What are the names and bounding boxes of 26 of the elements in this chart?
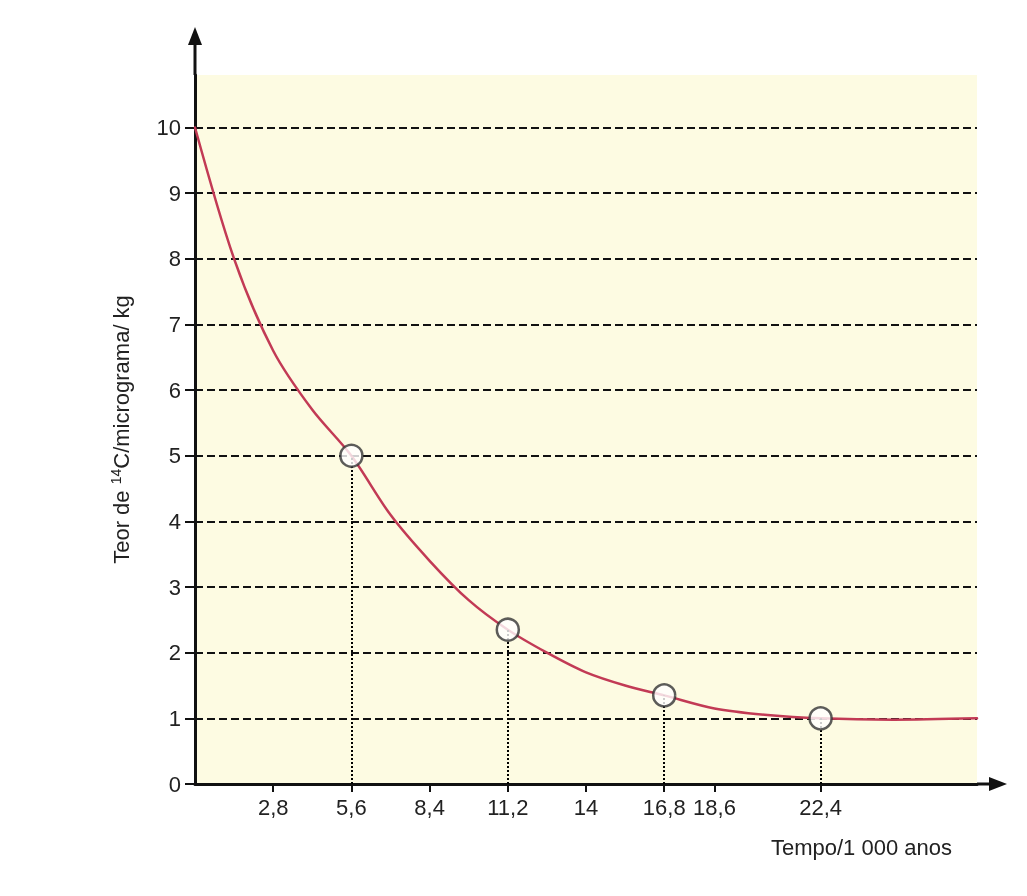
y-tick-label: 10 xyxy=(156,115,181,141)
point xyxy=(808,706,833,731)
point xyxy=(651,683,677,708)
y-tick-label: 9 xyxy=(168,180,181,206)
x-tick-label: 2,8 xyxy=(257,794,289,820)
x-tick-label: 8,4 xyxy=(414,794,445,820)
y-tick-label: 6 xyxy=(168,377,181,403)
y-tick-label: 3 xyxy=(168,574,181,600)
x-tick-label: 5,6 xyxy=(336,794,367,820)
y-tick-label: 4 xyxy=(168,508,181,534)
y-tick-label: 5 xyxy=(168,443,181,469)
y-axis-title: Teor de 14C/micrograma/ kg xyxy=(108,295,134,564)
x-tick-label: 11,2 xyxy=(487,794,529,820)
x-tick-label: 18,6 xyxy=(693,794,736,820)
y-tick-label: 8 xyxy=(168,246,181,272)
y-tick-label: 0 xyxy=(168,771,181,797)
x-tick-label: 14 xyxy=(573,794,599,820)
point xyxy=(339,443,364,468)
x-tick-label: 16,8 xyxy=(642,794,686,820)
y-tick-label: 2 xyxy=(168,640,181,666)
y-tick-label: 1 xyxy=(168,705,181,731)
y-tick-label: 7 xyxy=(168,311,181,337)
x-axis-title: Tempo/1 000 anos xyxy=(770,834,952,860)
x-tick-label: 22,4 xyxy=(799,794,843,820)
point xyxy=(495,617,521,642)
line-series xyxy=(193,126,979,721)
